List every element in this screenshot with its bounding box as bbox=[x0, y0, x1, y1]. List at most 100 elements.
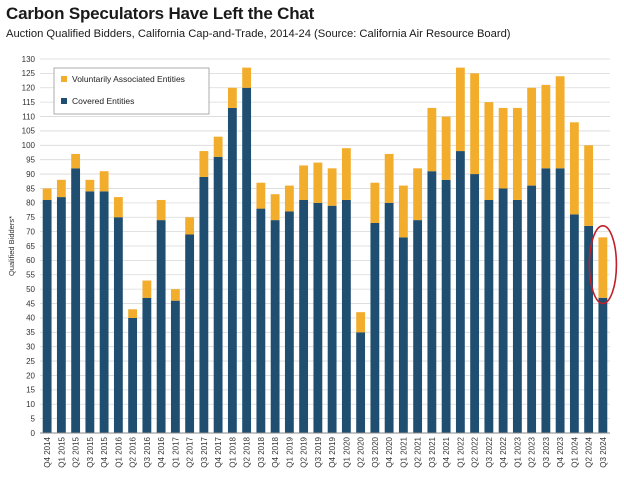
bar-covered-entities bbox=[470, 174, 480, 434]
y-tick-label: 5 bbox=[31, 414, 36, 423]
bar-covered-entities bbox=[170, 300, 180, 433]
bar-voluntarily-associated-entities bbox=[569, 122, 579, 215]
bar-covered-entities bbox=[256, 208, 266, 433]
y-tick-label: 15 bbox=[26, 386, 35, 395]
bar-voluntarily-associated-entities bbox=[227, 87, 237, 108]
bar-voluntarily-associated-entities bbox=[384, 153, 394, 203]
x-tick-label: Q3 2018 bbox=[257, 436, 266, 467]
y-tick-label: 90 bbox=[26, 170, 35, 179]
x-tick-label: Q3 2022 bbox=[485, 436, 494, 467]
x-tick-label: Q4 2016 bbox=[157, 436, 166, 467]
x-tick-label: Q1 2016 bbox=[114, 436, 123, 467]
bar-covered-entities bbox=[299, 199, 309, 433]
bar-voluntarily-associated-entities bbox=[441, 116, 451, 180]
bar-voluntarily-associated-entities bbox=[185, 217, 195, 235]
bar-covered-entities bbox=[185, 234, 195, 433]
x-tick-label: Q1 2015 bbox=[57, 436, 66, 467]
x-tick-label: Q4 2017 bbox=[214, 436, 223, 467]
legend: Voluntarily Associated Entities Covered E… bbox=[53, 67, 210, 115]
y-tick-label: 110 bbox=[22, 112, 35, 121]
x-tick-label: Q1 2020 bbox=[342, 436, 351, 467]
bar-covered-entities bbox=[584, 225, 594, 433]
y-tick-label: 75 bbox=[26, 213, 35, 222]
y-tick-label: 85 bbox=[26, 184, 35, 193]
y-tick-label: 130 bbox=[22, 55, 36, 64]
bar-covered-entities bbox=[284, 211, 294, 433]
y-tick-label: 115 bbox=[22, 98, 35, 107]
y-tick-label: 65 bbox=[26, 242, 35, 251]
y-axis-label: Qualified Bidders* bbox=[7, 216, 16, 276]
y-tick-label: 55 bbox=[26, 271, 35, 280]
y-tick-label: 105 bbox=[22, 127, 36, 136]
bar-voluntarily-associated-entities bbox=[199, 151, 209, 177]
bar-covered-entities bbox=[569, 214, 579, 433]
x-tick-label: Q2 2020 bbox=[357, 436, 366, 467]
y-tick-label: 30 bbox=[26, 342, 35, 351]
highlight-ellipse bbox=[588, 225, 618, 305]
bar-voluntarily-associated-entities bbox=[299, 165, 309, 200]
y-tick-label: 70 bbox=[26, 227, 35, 236]
bar-covered-entities bbox=[85, 191, 95, 433]
x-tick-label: Q3 2023 bbox=[542, 436, 551, 467]
bar-voluntarily-associated-entities bbox=[99, 171, 109, 192]
bar-covered-entities bbox=[441, 179, 451, 433]
y-tick-label: 25 bbox=[26, 357, 35, 366]
bar-covered-entities bbox=[56, 197, 66, 433]
y-tick-label: 60 bbox=[26, 256, 35, 265]
bar-voluntarily-associated-entities bbox=[270, 194, 280, 221]
y-tick-label: 10 bbox=[26, 400, 35, 409]
bar-covered-entities bbox=[227, 107, 237, 434]
x-tick-label: Q3 2021 bbox=[428, 436, 437, 467]
bar-covered-entities bbox=[313, 202, 323, 433]
bar-voluntarily-associated-entities bbox=[484, 102, 494, 200]
grid-lines bbox=[40, 58, 610, 434]
x-tick-label: Q2 2022 bbox=[471, 436, 480, 467]
bar-voluntarily-associated-entities bbox=[284, 185, 294, 212]
y-tick-label: 120 bbox=[22, 84, 36, 93]
bar-covered-entities bbox=[598, 297, 608, 433]
y-tick-label: 80 bbox=[26, 199, 35, 208]
bar-covered-entities bbox=[156, 220, 166, 433]
legend-swatch bbox=[61, 76, 67, 82]
bar-voluntarily-associated-entities bbox=[555, 76, 565, 169]
y-tick-label: 20 bbox=[26, 371, 35, 380]
bar-covered-entities bbox=[142, 297, 152, 433]
legend-item-voluntarily-associated-entities: Voluntarily Associated Entities bbox=[72, 74, 185, 84]
bar-voluntarily-associated-entities bbox=[242, 67, 252, 88]
bar-voluntarily-associated-entities bbox=[370, 182, 380, 223]
bar-voluntarily-associated-entities bbox=[128, 309, 138, 318]
bar-voluntarily-associated-entities bbox=[527, 87, 537, 186]
bar-voluntarily-associated-entities bbox=[213, 136, 223, 157]
y-tick-label: 45 bbox=[26, 299, 35, 308]
bar-voluntarily-associated-entities bbox=[113, 197, 123, 218]
legend-swatch bbox=[61, 98, 67, 104]
bar-covered-entities bbox=[99, 191, 109, 433]
bar-voluntarily-associated-entities bbox=[356, 312, 366, 333]
x-tick-label: Q2 2021 bbox=[414, 436, 423, 467]
bar-covered-entities bbox=[384, 202, 394, 433]
bar-covered-entities bbox=[128, 317, 138, 433]
x-tick-label: Q1 2019 bbox=[285, 436, 294, 467]
x-tick-label: Q4 2023 bbox=[556, 436, 565, 467]
x-tick-label: Q1 2023 bbox=[513, 436, 522, 467]
x-tick-label: Q1 2024 bbox=[570, 436, 579, 467]
bar-voluntarily-associated-entities bbox=[85, 179, 95, 192]
bar-covered-entities bbox=[527, 185, 537, 433]
bar-covered-entities bbox=[413, 220, 423, 433]
x-tick-label: Q2 2024 bbox=[585, 436, 594, 467]
bar-covered-entities bbox=[42, 199, 52, 433]
y-tick-label: 40 bbox=[26, 314, 35, 323]
bar-covered-entities bbox=[213, 156, 223, 434]
bar-covered-entities bbox=[327, 205, 337, 433]
x-tick-label: Q3 2024 bbox=[599, 436, 608, 467]
bar-covered-entities bbox=[356, 332, 366, 433]
bar-voluntarily-associated-entities bbox=[42, 188, 52, 200]
legend-box bbox=[53, 67, 210, 115]
y-tick-label: 0 bbox=[31, 429, 36, 438]
x-tick-label: Q4 2019 bbox=[328, 436, 337, 467]
bar-covered-entities bbox=[541, 168, 551, 434]
bar-voluntarily-associated-entities bbox=[142, 280, 152, 298]
bar-covered-entities bbox=[455, 151, 465, 434]
bar-covered-entities bbox=[113, 217, 123, 433]
bar-covered-entities bbox=[199, 176, 209, 433]
